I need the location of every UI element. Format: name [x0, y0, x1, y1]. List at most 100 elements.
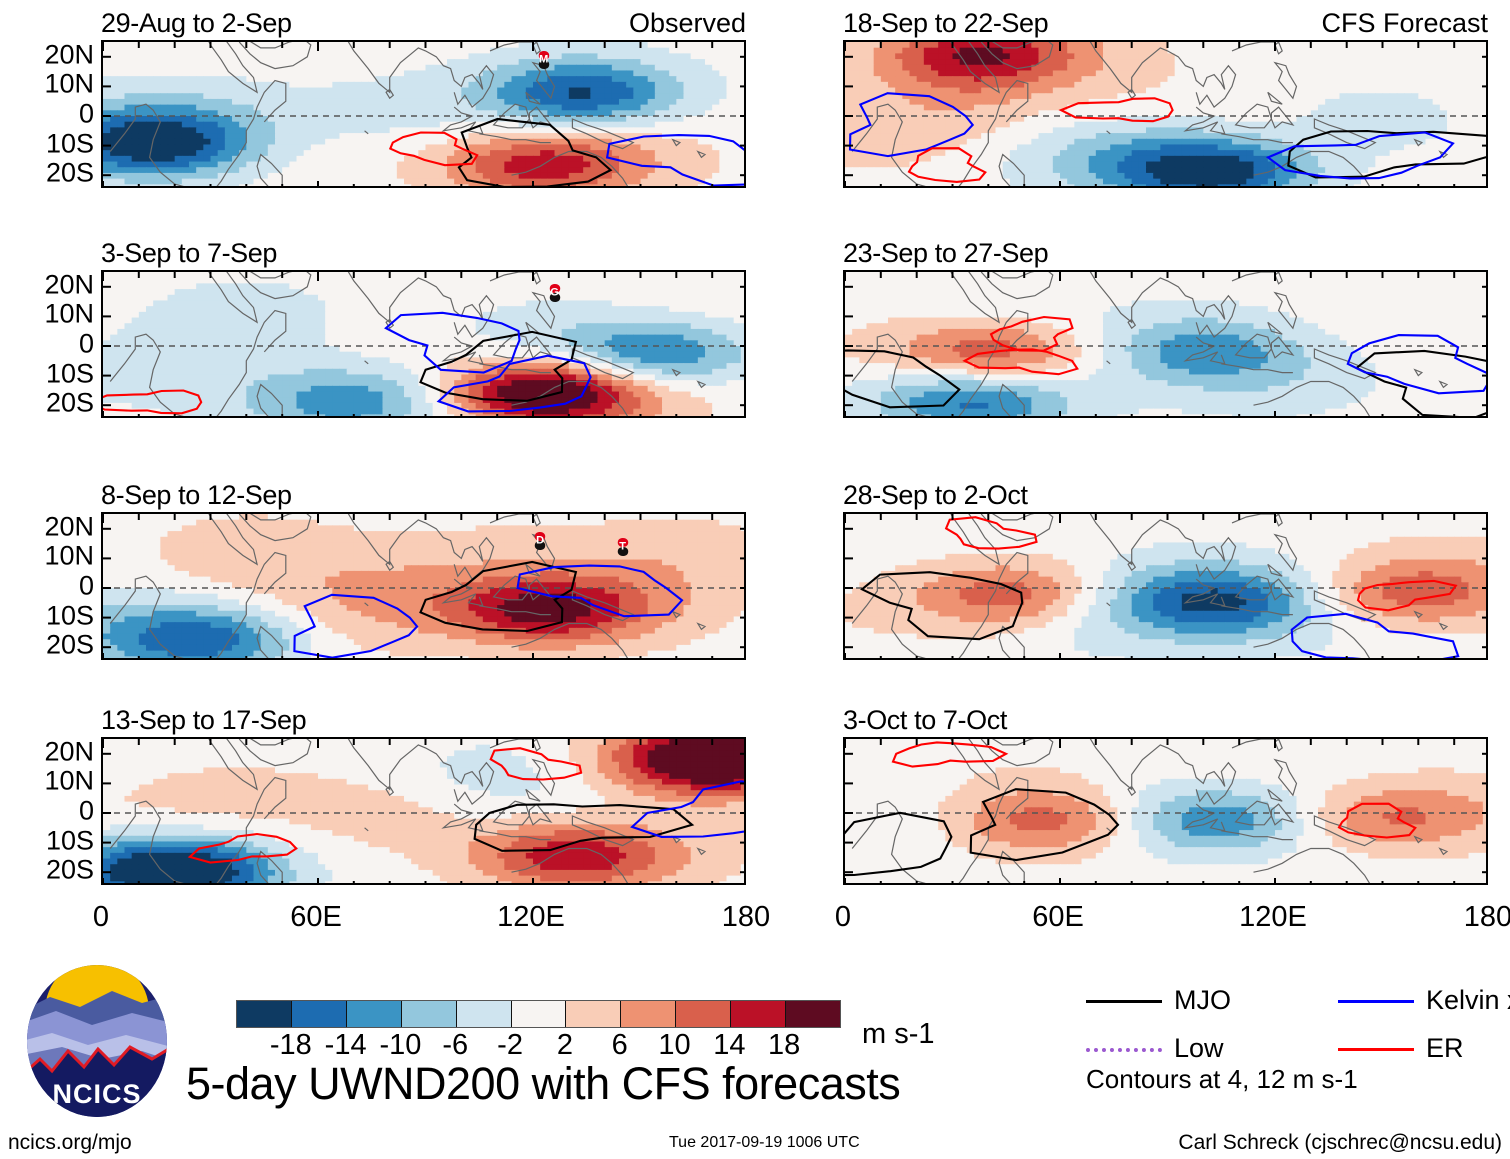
colorbar-swatch-7: [621, 1001, 677, 1027]
panel-1: 3-Sep to 7-Sep G 20N 10N 0 10S 20S: [44, 238, 746, 418]
colorbar-tick--10: -10: [379, 1029, 422, 1061]
map-area-7: [843, 737, 1488, 885]
legend-line-swatch: [1338, 1000, 1414, 1003]
ytick-label-20N: 20N: [44, 39, 94, 70]
legend-line-swatch: [1086, 1000, 1162, 1003]
colorbar-tick--2: -2: [497, 1029, 523, 1061]
ytick-label-20S: 20S: [45, 629, 94, 660]
ytick-label-0: 0: [78, 328, 94, 359]
legend-label: Kelvin x2: [1426, 985, 1510, 1015]
colorbar-swatch-1: [291, 1001, 347, 1027]
footer-author: Carl Schreck (cjschrec@ncsu.edu): [1178, 1131, 1502, 1154]
legend-label: Low: [1174, 1033, 1224, 1063]
colorbar-swatch-6: [566, 1001, 622, 1027]
colorbar: [236, 1000, 841, 1028]
ytick-label-10S: 10S: [45, 600, 94, 631]
ytick-label-20N: 20N: [44, 511, 94, 542]
xtick-label-120E: 120E: [1239, 901, 1307, 933]
colorbar-swatch-4: [456, 1001, 512, 1027]
colorbar-swatch-0: [237, 1001, 292, 1027]
map-area-4: [843, 40, 1488, 188]
ytick-label-20N: 20N: [44, 269, 94, 300]
xtick-label-60E: 60E: [1032, 901, 1084, 933]
tc-label: T: [619, 540, 626, 553]
panel-0: 29-Aug to 2-Sep Observed M 20N 10N 0 10S 20S: [44, 8, 746, 188]
ytick-label-20S: 20S: [45, 854, 94, 885]
ytick-label-20N: 20N: [44, 736, 94, 767]
column-header-observed: Observed: [628, 8, 746, 38]
xtick-label-180: 180: [1463, 901, 1510, 933]
map-area-1: G: [101, 270, 746, 418]
colorbar-tick-labels: -18 -14 -10 -6 -2 2 6 10 14 18: [236, 1029, 839, 1061]
figure-main-title: 5-day UWND200 with CFS forecasts: [186, 1058, 901, 1109]
contour-note: Contours at 4, 12 m s-1: [1086, 1064, 1358, 1094]
panel-title-7: 3-Oct to 7-Oct: [843, 705, 1007, 735]
xtick-label-180: 180: [721, 901, 771, 933]
tc-label: D: [536, 534, 545, 547]
tropical-cyclone-marker: M: [535, 49, 552, 71]
colorbar-swatch-3: [401, 1001, 457, 1027]
legend-line-swatch: [1338, 1048, 1414, 1051]
footer-timestamp: Tue 2017-09-19 1006 UTC: [669, 1134, 860, 1151]
panel-5: 23-Sep to 27-Sep: [843, 238, 1488, 418]
xtick-label-60E: 60E: [290, 901, 342, 933]
ytick-label-0: 0: [78, 795, 94, 826]
column-header-forecast: CFS Forecast: [1321, 8, 1488, 38]
xtick-label-0: 0: [834, 901, 852, 933]
colorbar-swatch-5: [511, 1001, 567, 1027]
panel-title-4: 18-Sep to 22-Sep: [843, 8, 1049, 38]
xtick-label-0: 0: [92, 901, 110, 933]
colorbar-swatch-2: [346, 1001, 402, 1027]
colorbar-tick-10: 10: [658, 1029, 691, 1061]
colorbar-tick--6: -6: [442, 1029, 469, 1061]
ytick-label-10S: 10S: [45, 358, 94, 389]
colorbar-tick-6: 6: [611, 1029, 628, 1061]
ytick-label-10S: 10S: [45, 825, 94, 856]
colorbar-swatch-8: [676, 1001, 732, 1027]
ytick-label-10N: 10N: [44, 68, 94, 99]
ncics-logo: NCICS: [27, 965, 167, 1117]
ytick-label-10N: 10N: [44, 298, 94, 329]
panel-title-3: 13-Sep to 17-Sep: [101, 705, 307, 735]
panel-title-0: 29-Aug to 2-Sep: [101, 8, 292, 38]
panel-7: 3-Oct to 7-Oct 0 60E 120E 180: [835, 705, 1510, 933]
panel-3: 13-Sep to 17-Sep 20N 10N 0 10S 20S 0 60E 120E 180: [44, 705, 770, 933]
map-area-6: [843, 512, 1488, 660]
tropical-cyclone-marker: G: [546, 282, 563, 304]
panel-4: 18-Sep to 22-Sep CFS Forecast: [843, 8, 1488, 188]
ytick-label-10N: 10N: [44, 765, 94, 796]
legend-line-swatch: [1086, 1048, 1162, 1052]
colorbar-swatch-10: [786, 1001, 840, 1027]
colorbar-tick--14: -14: [324, 1029, 367, 1061]
map-area-3: [101, 737, 746, 885]
panel-2: 8-Sep to 12-Sep D T 20N 10N 0 10S 20S: [44, 480, 746, 660]
ytick-label-0: 0: [78, 570, 94, 601]
tropical-cyclone-marker: D: [532, 530, 549, 552]
ytick-label-0: 0: [78, 98, 94, 129]
tc-label: G: [550, 286, 559, 299]
ytick-label-20S: 20S: [45, 157, 94, 188]
panel-title-1: 3-Sep to 7-Sep: [101, 238, 278, 268]
ytick-label-10S: 10S: [45, 128, 94, 159]
legend-label: ER: [1426, 1033, 1464, 1063]
colorbar-tick-14: 14: [713, 1029, 746, 1061]
xtick-label-120E: 120E: [497, 901, 565, 933]
map-area-5: [843, 270, 1488, 418]
panel-title-2: 8-Sep to 12-Sep: [101, 480, 292, 510]
colorbar-tick-2: 2: [556, 1029, 573, 1061]
colorbar-swatch-9: [731, 1001, 787, 1027]
footer-site-link[interactable]: ncics.org/mjo: [8, 1131, 132, 1154]
ytick-label-10N: 10N: [44, 540, 94, 571]
colorbar-unit-label: m s-1: [862, 1018, 935, 1050]
colorbar-tick-18: 18: [768, 1029, 801, 1061]
panel-title-5: 23-Sep to 27-Sep: [843, 238, 1049, 268]
tropical-cyclone-marker: T: [614, 536, 631, 558]
legend-label: MJO: [1174, 985, 1231, 1015]
panel-6: 28-Sep to 2-Oct: [843, 480, 1488, 660]
tc-label: M: [539, 53, 549, 66]
panel-title-6: 28-Sep to 2-Oct: [843, 480, 1028, 510]
ytick-label-20S: 20S: [45, 387, 94, 418]
colorbar-tick--18: -18: [269, 1029, 312, 1061]
map-area-0: M: [101, 40, 746, 188]
